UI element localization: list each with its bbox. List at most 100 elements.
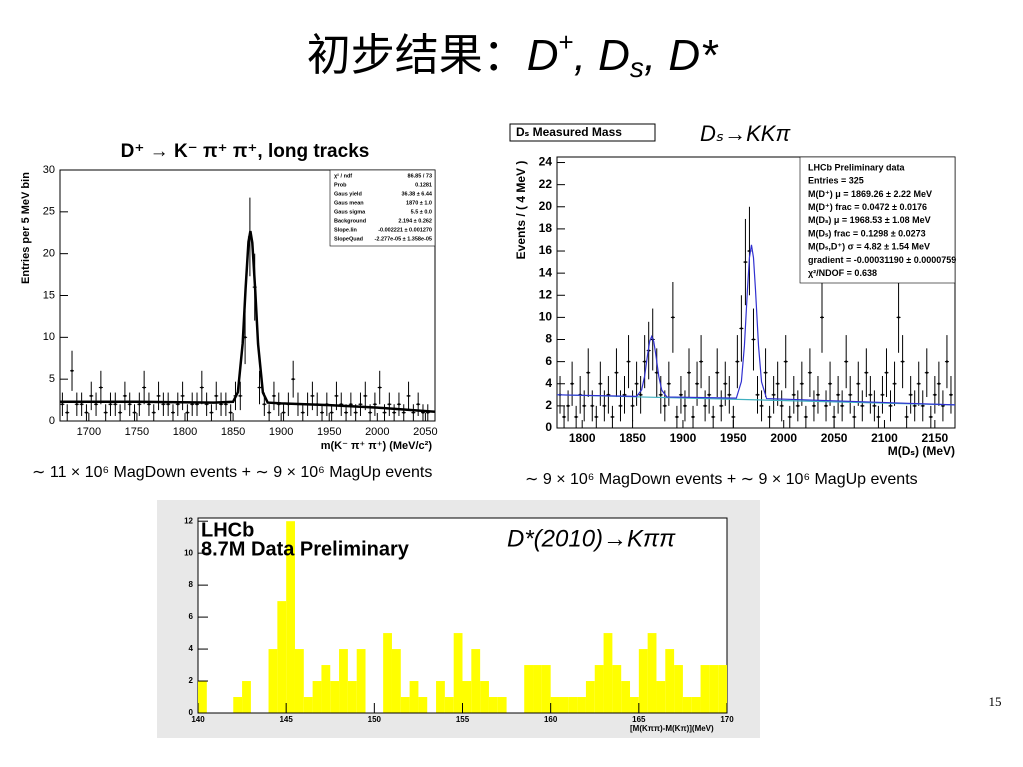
y-tick-label: 8 [545,332,552,346]
data-point [824,404,828,408]
x-tick-label: 1850 [619,431,646,445]
y-tick-label: 6 [189,612,194,621]
data-point [402,411,405,414]
stats-value: 1870 ± 1.0 [406,200,432,206]
bar [594,665,604,713]
bar [585,681,595,713]
data-point [599,382,602,385]
data-point [857,382,860,385]
data-point [816,393,820,397]
stats-value: 36.38 ± 6.44 [401,191,432,197]
data-point [349,403,353,406]
bar [277,601,287,713]
data-point [368,411,372,414]
data-point [311,394,314,398]
data-point [142,386,146,389]
stats-line: gradient = -0.00031190 ± 0.0000759 [808,255,956,265]
bar [603,633,613,713]
page-number: 15 [989,694,1002,709]
y-tick-label: 10 [43,331,55,343]
data-point [639,393,642,397]
y-tick-label: 0 [189,708,194,717]
title-text: , D* [644,31,719,80]
data-point [869,393,872,397]
stats-value: 2.194 ± 0.262 [398,218,432,224]
data-point [937,382,941,385]
data-point [171,411,175,414]
slide-title: 初步结果：D+, Ds, D* [307,27,719,84]
bar [638,649,648,713]
stats-box [329,169,436,247]
data-point [416,403,420,406]
data-point [267,411,271,414]
data-point [263,403,266,406]
data-point [865,371,868,374]
stats-label: Prob [334,182,347,188]
data-point [615,371,618,374]
data-point [109,403,112,406]
bar [330,681,340,713]
bar [577,697,586,713]
data-point [239,394,242,398]
data-point [595,415,598,419]
bar [488,697,498,713]
data-point [176,403,179,406]
y-tick-label: 12 [539,287,553,301]
bar [383,633,392,713]
y-tick-label: 15 [43,289,55,301]
data-point [776,382,779,385]
data-point [881,393,884,397]
bar [691,697,701,713]
data-point [354,411,357,414]
data-point [378,386,381,389]
data-point [70,369,74,372]
x-tick-label: 2050 [821,431,848,445]
data-point [861,404,864,408]
data-point [840,404,844,408]
data-point [123,394,127,398]
data-point [921,404,924,408]
bar [480,681,489,713]
data-point [114,403,117,406]
data-point [66,411,69,414]
bar [621,681,631,713]
data-point [392,411,396,414]
data-point [619,404,622,408]
data-point [820,316,824,319]
data-point [687,371,691,374]
data-point [711,415,715,419]
x-tick-label: 1850 [221,426,245,438]
data-point [889,404,892,408]
data-point [90,394,93,398]
data-point [162,403,165,406]
data-point [695,382,699,385]
data-point [224,403,228,406]
data-point [796,404,800,408]
data-point [320,411,324,414]
data-point [772,393,775,397]
bar [233,697,243,713]
data-point [901,360,904,363]
stats-value: 86.85 / 73 [408,173,432,179]
bar [453,633,463,713]
data-point [128,403,131,406]
x-tick-label: 2000 [770,431,797,445]
data-point [792,393,795,397]
data-point [643,360,646,363]
data-point [335,394,338,398]
y-axis-label: Events / ( 4 MeV ) [514,161,528,260]
data-point [291,377,295,381]
y-tick-label: 14 [539,265,553,279]
data-point [853,415,856,419]
bar [550,697,560,713]
data-point [724,382,727,385]
x-tick-label: 1800 [569,431,596,445]
data-point [133,411,136,414]
x-tick-label: 1900 [269,426,293,438]
data-point [663,404,667,408]
data-point [740,327,743,330]
stats-label: Background [334,218,366,224]
data-point [258,386,261,389]
data-point [344,411,348,414]
data-point [679,393,683,397]
